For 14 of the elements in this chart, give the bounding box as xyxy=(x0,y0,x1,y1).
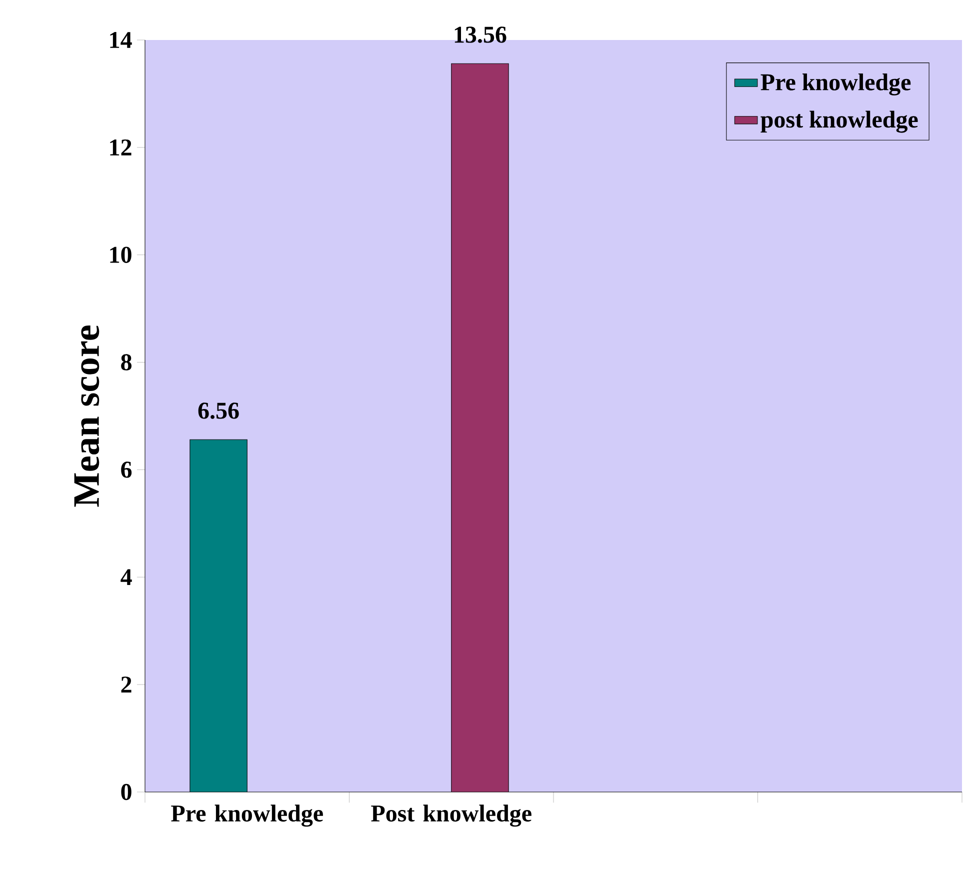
y-tick-label: 6 xyxy=(121,462,132,478)
y-tick-label: 8 xyxy=(121,354,132,370)
x-tick-label: Post knowledge xyxy=(371,804,532,827)
legend-label: Pre knowledge xyxy=(760,73,911,96)
y-tick-label: 14 xyxy=(110,32,132,48)
y-tick-label: 2 xyxy=(121,676,132,693)
data-label: 6.56 xyxy=(198,402,239,419)
data-label: 13.56 xyxy=(454,26,506,43)
y-tick-label: 12 xyxy=(110,139,132,156)
y-tick-label: 4 xyxy=(120,569,132,586)
legend-label: post knowledge xyxy=(760,110,918,133)
y-tick-label: 0 xyxy=(121,784,132,800)
y-tick-label: 10 xyxy=(110,246,132,263)
y-axis-title: Mean score xyxy=(74,326,100,507)
